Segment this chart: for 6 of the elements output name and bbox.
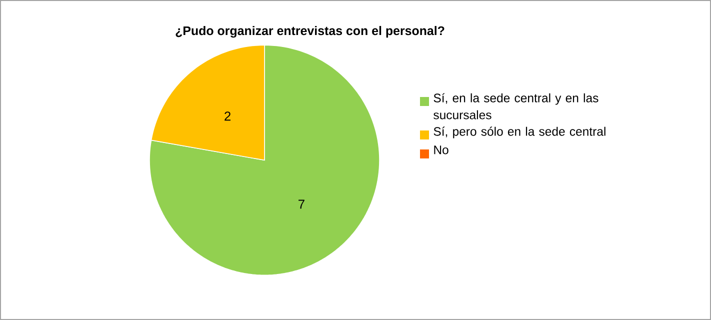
legend-label: Sí, pero sólo en la sede central [434,126,606,138]
legend-label: Sí, en la sede central y en las sucursales [434,93,598,120]
data-label: 2 [224,112,230,121]
chart-title: ¿Pudo organizar entrevistas con el personal? [176,26,444,38]
data-label: 7 [298,200,304,209]
legend-label: No [434,146,448,154]
